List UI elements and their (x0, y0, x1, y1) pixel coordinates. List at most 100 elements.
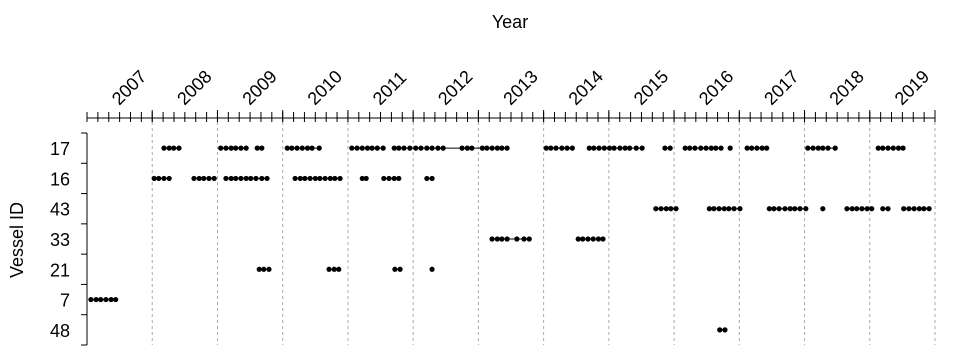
dot (336, 266, 342, 272)
dot (489, 145, 495, 151)
dot (727, 145, 733, 151)
dot (633, 145, 639, 151)
dot (284, 145, 290, 151)
dot (797, 206, 803, 212)
dot (435, 145, 441, 151)
dot (489, 236, 495, 242)
dot (243, 145, 249, 151)
dot (380, 145, 386, 151)
dot (469, 145, 475, 151)
dot (337, 175, 343, 182)
dot (820, 206, 826, 212)
dot (156, 175, 162, 182)
dot (744, 145, 750, 151)
dot (844, 206, 850, 212)
dot (832, 145, 838, 151)
dot (259, 145, 265, 151)
dot (264, 175, 270, 182)
dot (885, 206, 891, 212)
dot (825, 145, 831, 151)
dot (254, 145, 260, 151)
dot (569, 145, 575, 151)
dot (494, 236, 500, 242)
dot (98, 296, 104, 303)
dot (663, 206, 669, 212)
dot (359, 175, 365, 182)
dot (667, 145, 673, 151)
dot (171, 145, 177, 151)
dot (261, 266, 267, 272)
dot (218, 145, 224, 151)
y-axis-label: Vessel ID (7, 202, 27, 278)
dot (711, 206, 717, 212)
dot (849, 206, 855, 212)
dot (653, 206, 659, 212)
dot (103, 296, 109, 303)
dot (248, 175, 254, 182)
dot (622, 145, 628, 151)
dot (543, 145, 549, 151)
x-tick-label: 2007 (108, 66, 150, 108)
dot (504, 145, 510, 151)
dot (259, 175, 265, 182)
dot (864, 206, 870, 212)
dot (564, 145, 570, 151)
dot (354, 145, 360, 151)
dot (901, 206, 907, 212)
dot (611, 145, 617, 151)
dot (706, 206, 712, 212)
dot (698, 145, 704, 151)
dot (601, 145, 607, 151)
dot (464, 145, 470, 151)
dot (424, 145, 430, 151)
dot (921, 206, 927, 212)
x-tick-label: 2010 (304, 66, 346, 108)
dot (191, 175, 197, 182)
dot (526, 236, 532, 242)
dot (233, 175, 239, 182)
dot (803, 206, 809, 212)
dot (396, 145, 402, 151)
dot (424, 175, 430, 182)
dot (854, 206, 860, 212)
dot (381, 175, 387, 182)
dot (326, 266, 332, 272)
dot (429, 266, 435, 272)
dot (386, 175, 392, 182)
dot (307, 175, 313, 182)
dot (718, 145, 724, 151)
dot (151, 175, 157, 182)
dot (591, 145, 597, 151)
dot (88, 296, 94, 303)
dot (717, 327, 723, 333)
x-tick-label: 2012 (434, 66, 476, 108)
dot (243, 175, 249, 182)
x-tick-label: 2009 (238, 66, 280, 108)
dot (211, 175, 217, 182)
dot (880, 206, 886, 212)
dot (223, 175, 229, 182)
dot (764, 145, 770, 151)
dot (233, 145, 239, 151)
dot (521, 236, 527, 242)
dot (639, 145, 645, 151)
dot (440, 145, 446, 151)
dot (911, 206, 917, 212)
dot (349, 145, 355, 151)
dot (662, 145, 668, 151)
dot (687, 145, 693, 151)
dot (617, 145, 623, 151)
dot (754, 145, 760, 151)
dot (906, 206, 912, 212)
dot (820, 145, 826, 151)
dot (459, 145, 465, 151)
y-tick-label: 43 (50, 200, 70, 220)
dot (317, 175, 323, 182)
dot (429, 145, 435, 151)
dot (429, 175, 435, 182)
dot (253, 175, 259, 182)
dot (606, 145, 613, 151)
x-tick-label: 2018 (825, 66, 867, 108)
dot (401, 145, 407, 151)
dot (926, 206, 932, 212)
